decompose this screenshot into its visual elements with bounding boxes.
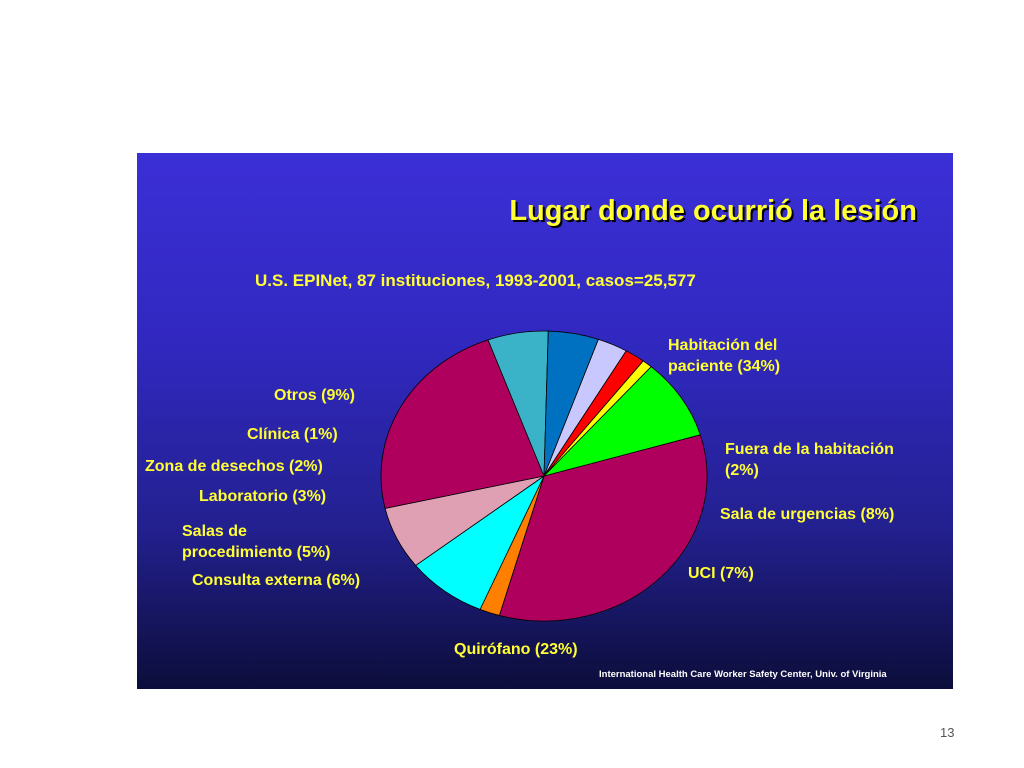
page-number: 13 [940, 725, 955, 740]
slice-label: Salas de procedimiento (5%) [182, 521, 330, 563]
slice-label-line: Consulta externa (6%) [192, 572, 361, 589]
chart-subtitle: U.S. EPINet, 87 instituciones, 1993-2001… [255, 271, 696, 290]
slice-label-line: Fuera de la habitación [725, 441, 894, 458]
slice-label-line: Salas de [182, 523, 247, 540]
slice-label: Consulta externa (6%) [192, 570, 360, 591]
slice-label-line: Sala de urgencias (8%) [720, 506, 895, 523]
slice-label: Clínica (1%) [247, 424, 338, 445]
pie-slice [498, 434, 708, 622]
slice-label: Laboratorio (3%) [199, 486, 326, 507]
chart-title: Lugar donde ocurrió la lesión [509, 195, 917, 227]
slice-label-line: Quirófano (23%) [454, 641, 578, 658]
slice-label-line: Clínica (1%) [247, 426, 338, 443]
pie-slice [542, 366, 701, 477]
source-note: International Health Care Worker Safety … [599, 669, 887, 680]
slice-label: Fuera de la habitación (2%) [725, 439, 894, 481]
slice-label-line: (2%) [725, 462, 759, 479]
chart-panel: Lugar donde ocurrió la lesión U.S. EPINe… [137, 153, 953, 689]
slice-label: Zona de desechos (2%) [145, 456, 323, 477]
slice-label-line: Laboratorio (3%) [199, 488, 327, 505]
slice-label: Sala de urgencias (8%) [720, 504, 894, 525]
slice-label-line: Habitación del [668, 337, 778, 354]
slice-label-line: procedimiento (5%) [182, 544, 331, 561]
pie-slice [380, 339, 545, 509]
slice-label-line: UCI (7%) [688, 565, 754, 582]
pie-chart [380, 330, 708, 622]
slice-label: Quirófano (23%) [454, 639, 578, 660]
slice-label-line: Otros (9%) [274, 387, 355, 404]
slice-label: Habitación del paciente (34%) [668, 335, 780, 377]
slice-label-line: paciente (34%) [668, 358, 781, 375]
slice-label: Otros (9%) [274, 385, 355, 406]
slice-label-line: Zona de desechos (2%) [145, 458, 323, 475]
slice-label: UCI (7%) [688, 563, 754, 584]
